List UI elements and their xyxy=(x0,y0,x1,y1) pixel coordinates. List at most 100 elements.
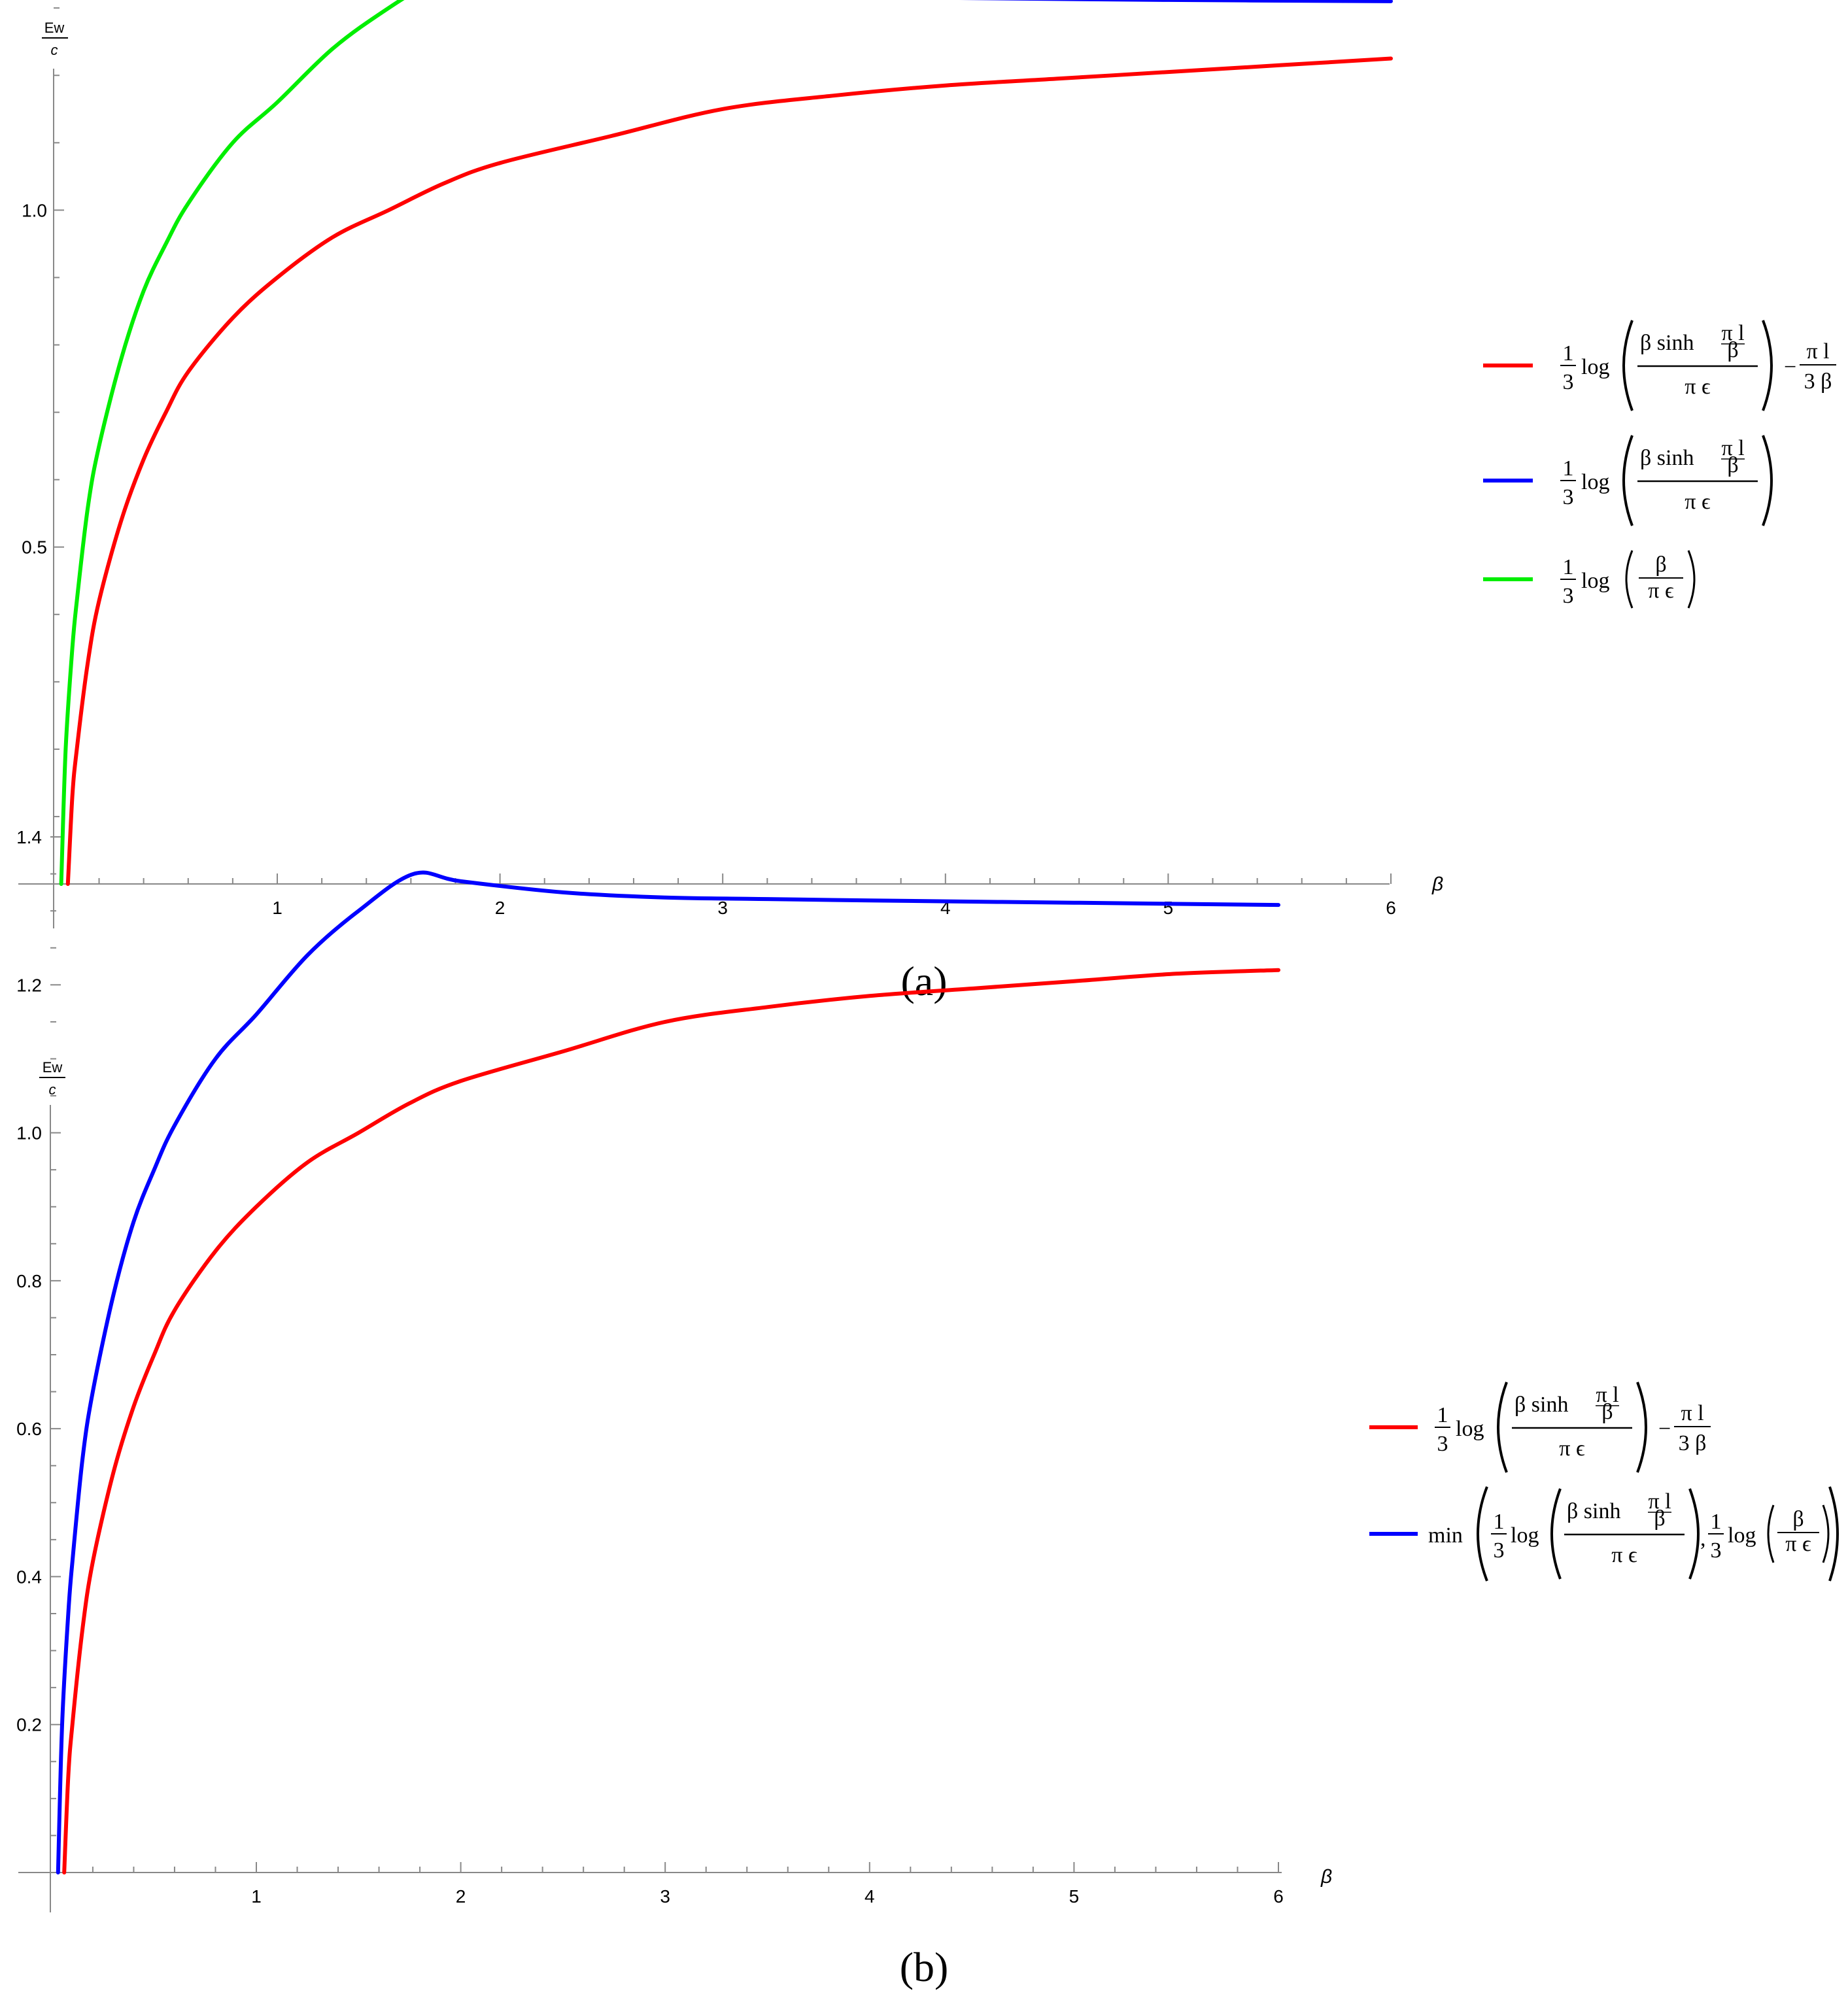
panel-a-series-line-2 xyxy=(960,0,1393,3)
legend-b-blue-pieps: π ϵ xyxy=(1611,1543,1637,1567)
legend-a-red-frac-num: 1 xyxy=(1563,341,1574,365)
panel-a-label: (a) xyxy=(900,958,947,1004)
panel-b-y-tick-label: 0.2 xyxy=(16,1715,42,1735)
panel-a-ylabel-denominator: c xyxy=(51,42,58,58)
legend-a-red-log: log xyxy=(1581,355,1609,379)
legend-a-blue-frac-den: 3 xyxy=(1563,485,1574,509)
legend-a-red-pil-inner: π l xyxy=(1721,321,1744,345)
legend-a-entry-green: 1 3 log β π ϵ xyxy=(1483,550,1696,609)
panel-b-x-tick-label: 3 xyxy=(660,1886,670,1907)
panel-b-y-tick-label: 1.4 xyxy=(16,827,42,847)
legend-b-blue-frac2-num: 1 xyxy=(1711,1510,1722,1534)
panel-a-y-tick-label: 1.0 xyxy=(22,200,47,220)
legend-a-red-3beta: 3 β xyxy=(1804,369,1832,394)
legend-b-red-pieps: π ϵ xyxy=(1559,1436,1585,1461)
legend-b-blue-lparen xyxy=(1550,1488,1562,1580)
legend-b-red-frac-num: 1 xyxy=(1437,1403,1448,1427)
panel-b-x-tick-label: 5 xyxy=(1069,1886,1080,1907)
panel-a-x-tick-label: 3 xyxy=(717,898,728,918)
panel-a-xlabel: β xyxy=(1431,873,1443,895)
legend-b-blue-comma: , xyxy=(1700,1527,1706,1551)
legend-b-blue-beta-inner: β xyxy=(1654,1506,1665,1531)
panel-b-x-tick-label: 4 xyxy=(864,1886,875,1907)
legend-a-green-lparen xyxy=(1625,550,1634,609)
panel-b-x-tick-label: 6 xyxy=(1273,1886,1284,1907)
panel-b-series-line-1 xyxy=(62,968,1280,1874)
legend-a-blue-rparen xyxy=(1762,435,1773,526)
legend-b-red-beta-sinh: β sinh xyxy=(1514,1393,1568,1417)
panel-a-series-group xyxy=(59,0,1393,886)
panel-a-x-tick-label: 6 xyxy=(1386,898,1396,918)
legend-a-green-frac-den: 3 xyxy=(1563,584,1574,608)
legend-a-red-pil: π l xyxy=(1806,339,1829,364)
legend-b-entry-red: 1 3 log β sinh π l β π ϵ − π l 3 β xyxy=(1369,1381,1711,1473)
legend-a-blue-lparen xyxy=(1622,435,1634,526)
legend-a-green-rparen xyxy=(1687,550,1696,609)
legend-b-red-minus: − xyxy=(1658,1417,1671,1441)
legend-a-red-pieps: π ϵ xyxy=(1685,375,1711,399)
legend-b-red-pil-inner: π l xyxy=(1596,1383,1618,1407)
panel-b-x-tick-label: 1 xyxy=(251,1886,262,1907)
panel-b-label: (b) xyxy=(900,1944,949,1990)
legend-b-blue-frac-num: 1 xyxy=(1494,1510,1505,1534)
panel-a-x-tick-label: 2 xyxy=(495,898,505,918)
panel-b-chart: Ew c 1 2 3 4 5 6 0.2 0.4 0.6 0.8 1.0 1.2 1.4 β (b) 1… xyxy=(16,827,1839,1990)
panel-b-ylabel-numerator: Ew xyxy=(43,1059,63,1076)
legend-b-blue-pieps2: π ϵ xyxy=(1785,1532,1811,1556)
legend-b-red-3beta: 3 β xyxy=(1679,1431,1707,1455)
legend-b-red-beta-inner: β xyxy=(1601,1400,1613,1424)
panel-a-y-tick-label: 0.5 xyxy=(22,537,47,558)
legend-b-blue-frac-den: 3 xyxy=(1494,1538,1505,1563)
panel-a-ylabel-numerator: Ew xyxy=(44,20,65,36)
legend-a-blue-pil-inner: π l xyxy=(1721,436,1744,460)
panel-a-series-line-3 xyxy=(59,0,405,886)
legend-a-green-log: log xyxy=(1581,569,1609,593)
panel-b-y-tick-label: 1.0 xyxy=(16,1123,42,1144)
panel-a-x-tick-label: 5 xyxy=(1163,898,1174,918)
legend-b-blue-log2: log xyxy=(1728,1523,1756,1548)
legend-b-blue-beta-sinh: β sinh xyxy=(1567,1499,1620,1523)
legend-b-red-lparen xyxy=(1497,1381,1508,1473)
panel-b-xlabel: β xyxy=(1320,1866,1332,1888)
legend-b-blue-beta2: β xyxy=(1792,1507,1804,1531)
panel-b-series-group xyxy=(56,870,1280,1874)
panel-b-legend: 1 3 log β sinh π l β π ϵ − π l 3 β min xyxy=(1369,1381,1839,1582)
legend-a-blue-log: log xyxy=(1581,470,1609,494)
panel-b-series-line-2 xyxy=(56,870,1280,1874)
legend-a-entry-blue: 1 3 log β sinh π l β π ϵ xyxy=(1483,435,1773,526)
legend-a-blue-pieps: π ϵ xyxy=(1685,490,1711,514)
legend-a-red-rparen xyxy=(1762,320,1773,411)
panel-b-y-tick-label: 1.2 xyxy=(16,975,42,995)
panel-b-axes: 1 2 3 4 5 6 0.2 0.4 0.6 0.8 1.0 1.2 1.4 xyxy=(16,827,1284,1912)
panel-b-y-tick-label: 0.4 xyxy=(16,1567,42,1587)
legend-b-blue-frac2-den: 3 xyxy=(1711,1538,1722,1563)
panel-a-x-tick-label: 1 xyxy=(272,898,282,918)
panel-b-x-tick-label: 2 xyxy=(456,1886,466,1907)
panel-b-y-tick-label: 0.8 xyxy=(16,1271,42,1291)
legend-a-red-minus: − xyxy=(1784,355,1796,379)
panel-b-ylabel-denominator: c xyxy=(49,1081,56,1098)
panel-b-y-tick-label: 0.6 xyxy=(16,1419,42,1439)
legend-a-blue-frac-num: 1 xyxy=(1563,456,1574,481)
legend-b-blue-min: min xyxy=(1428,1523,1463,1548)
legend-b-entry-blue: min 1 3 log β sinh π l β π ϵ , 1 3 log xyxy=(1369,1486,1839,1582)
legend-b-red-frac-den: 3 xyxy=(1437,1432,1448,1456)
panel-a-series-line-1 xyxy=(65,56,1393,886)
legend-b-blue-lparen2 xyxy=(1767,1504,1775,1563)
legend-a-red-frac-den: 3 xyxy=(1563,370,1574,394)
legend-a-green-pieps: π ϵ xyxy=(1648,579,1674,603)
legend-a-green-frac-num: 1 xyxy=(1563,555,1574,579)
legend-a-red-beta-inner: β xyxy=(1727,338,1738,362)
legend-a-red-lparen xyxy=(1622,320,1634,411)
legend-a-blue-beta-sinh: β sinh xyxy=(1640,446,1694,470)
legend-b-blue-outer-lparen xyxy=(1477,1486,1488,1582)
legend-b-blue-outer-rparen xyxy=(1828,1486,1839,1582)
panel-a-legend: 1 3 log β sinh π l β π ϵ − π l 3 β 1 xyxy=(1483,320,1836,609)
legend-b-blue-rparen xyxy=(1688,1488,1700,1580)
legend-b-red-rparen xyxy=(1636,1381,1647,1473)
legend-a-red-beta-sinh: β sinh xyxy=(1640,331,1694,355)
legend-b-red-pil: π l xyxy=(1681,1401,1703,1425)
